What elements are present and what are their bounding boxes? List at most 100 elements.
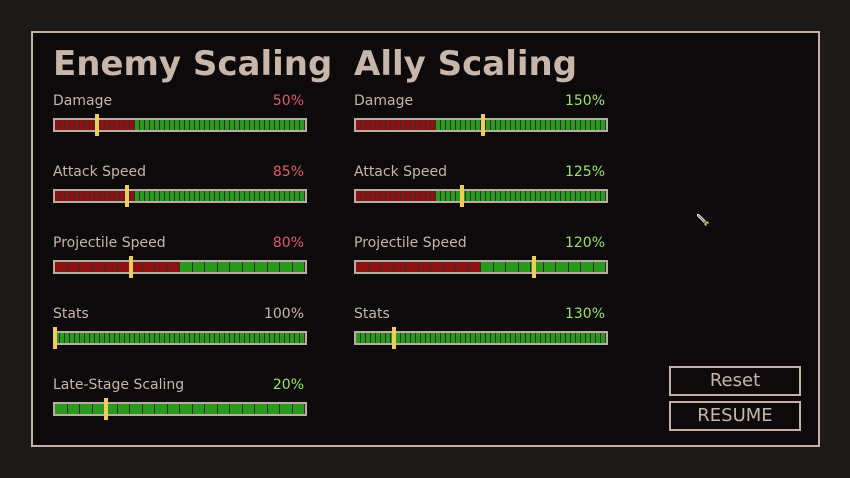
bar-segment	[393, 262, 405, 272]
attack-speed-slider[interactable]	[53, 185, 307, 207]
bar-segment	[426, 333, 430, 343]
slider-handle[interactable]	[532, 256, 536, 278]
bar-segment	[376, 191, 380, 201]
bar-segment	[230, 333, 234, 343]
bar-segment	[125, 333, 129, 343]
bar-segment	[581, 120, 585, 130]
bar-segment	[80, 404, 92, 414]
bar-segment	[155, 262, 167, 272]
bar-segment	[511, 333, 515, 343]
slider-handle[interactable]	[392, 327, 396, 349]
bar-segment	[60, 333, 64, 343]
bar-segment	[461, 120, 465, 130]
bar-segment	[361, 120, 365, 130]
bar-segment	[386, 120, 390, 130]
bar-segment	[200, 333, 204, 343]
bar-segment	[240, 120, 244, 130]
bar-segment	[486, 333, 490, 343]
slider-handle[interactable]	[460, 185, 464, 207]
bar-segment	[205, 120, 209, 130]
bar-segment	[130, 404, 142, 414]
bar-segment	[511, 191, 515, 201]
bar-segment	[356, 262, 368, 272]
enemy-row-projectile-speed: Projectile Speed 80%	[53, 235, 307, 278]
bar-segment	[130, 120, 134, 130]
bar-segment	[85, 120, 89, 130]
bar-segment	[531, 191, 535, 201]
bar-segment	[292, 262, 304, 272]
bar-segment	[210, 120, 214, 130]
row-label: Stats	[53, 306, 89, 322]
bar-segment	[566, 120, 570, 130]
enemy-row-late-stage-scaling: Late-Stage Scaling 20%	[53, 377, 307, 420]
bar-segment	[556, 120, 560, 130]
row-value: 80%	[272, 235, 304, 251]
slider-handle[interactable]	[481, 114, 485, 136]
slider-handle[interactable]	[95, 114, 99, 136]
bar-segment	[215, 120, 219, 130]
bar-segment	[192, 404, 204, 414]
bar-segment	[280, 262, 292, 272]
bar-segment	[92, 262, 104, 272]
bar-segment	[230, 404, 242, 414]
bar-segment	[421, 333, 425, 343]
bar-segment	[117, 262, 129, 272]
slider-handle[interactable]	[125, 185, 129, 207]
stats-slider[interactable]	[354, 327, 608, 349]
bar-segment	[185, 120, 189, 130]
stats-slider[interactable]	[53, 327, 307, 349]
reset-button[interactable]: Reset	[669, 366, 801, 396]
bar-segment	[60, 120, 64, 130]
bar-segment	[225, 333, 229, 343]
bar-segment	[431, 262, 443, 272]
bar-segment	[541, 333, 545, 343]
bar-segment	[55, 191, 59, 201]
bar-segment	[441, 191, 445, 201]
bar-segment	[366, 120, 370, 130]
projectile-speed-slider[interactable]	[53, 256, 307, 278]
bar-segment	[105, 333, 109, 343]
bar-segment	[105, 120, 109, 130]
bar-segment	[366, 333, 370, 343]
slider-handle[interactable]	[104, 398, 108, 420]
damage-slider[interactable]	[354, 114, 608, 136]
row-value: 20%	[272, 377, 304, 393]
late-stage-scaling-slider[interactable]	[53, 398, 307, 420]
bar-segment	[471, 333, 475, 343]
bar-segment	[267, 404, 279, 414]
damage-slider[interactable]	[53, 114, 307, 136]
bar-segment	[391, 191, 395, 201]
bar-segment	[295, 333, 299, 343]
bar-segment	[267, 262, 279, 272]
bar-segment	[431, 191, 435, 201]
bar-segment	[135, 333, 139, 343]
bar-segment	[546, 191, 550, 201]
bar-segment	[155, 333, 159, 343]
resume-button[interactable]: RESUME	[669, 401, 801, 431]
bar-segment	[260, 333, 264, 343]
slider-handle[interactable]	[53, 327, 57, 349]
bar-segment	[210, 333, 214, 343]
bar-segment	[486, 120, 490, 130]
bar-segment	[205, 191, 209, 201]
ally-row-stats: Stats 130%	[354, 306, 608, 349]
bar-segment	[230, 262, 242, 272]
bar-segment	[295, 120, 299, 130]
bar-segment	[160, 191, 164, 201]
bar-segment	[185, 191, 189, 201]
bar-segment	[255, 333, 259, 343]
bar-segment	[526, 191, 530, 201]
row-value: 130%	[564, 306, 605, 322]
bar-segment	[411, 120, 415, 130]
row-label: Stats	[354, 306, 390, 322]
bar-segment	[481, 262, 493, 272]
sword-cursor-icon	[697, 214, 709, 226]
bar-segment	[195, 191, 199, 201]
bar-segment	[368, 262, 380, 272]
slider-handle[interactable]	[129, 256, 133, 278]
bar-segment	[456, 333, 460, 343]
projectile-speed-slider[interactable]	[354, 256, 608, 278]
bar-segment	[90, 191, 94, 201]
bar-segment	[421, 191, 425, 201]
attack-speed-slider[interactable]	[354, 185, 608, 207]
